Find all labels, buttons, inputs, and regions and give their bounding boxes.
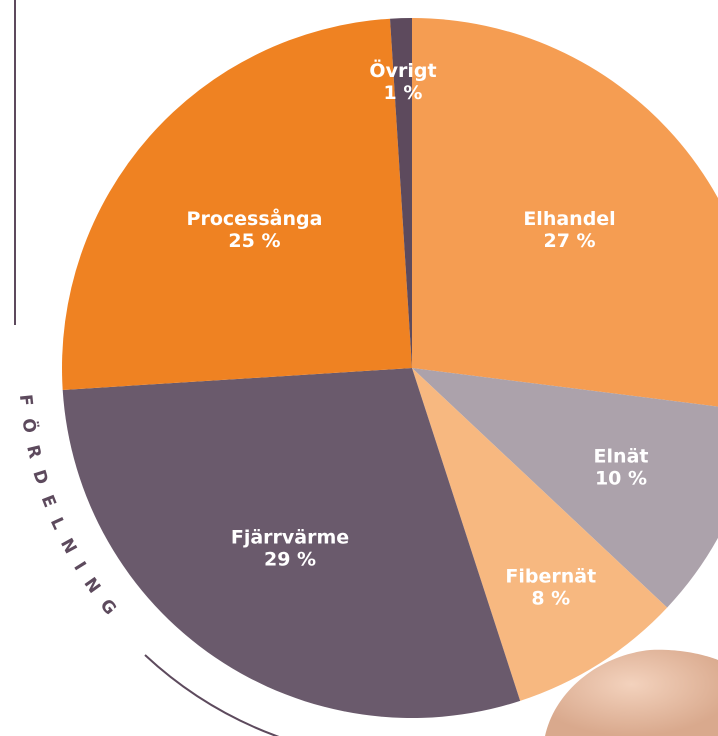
slice-value: 27 % bbox=[543, 230, 595, 252]
slice-value: 1 % bbox=[384, 82, 423, 104]
pie bbox=[61, 18, 718, 719]
pie-slice bbox=[61, 18, 412, 390]
slice-label: Fjärrvärme bbox=[231, 526, 349, 548]
slice-label: Övrigt bbox=[369, 58, 436, 82]
slice-label: Processånga bbox=[187, 206, 323, 230]
slice-value: 29 % bbox=[264, 548, 316, 570]
pie-slice bbox=[412, 368, 668, 701]
hand-decor bbox=[545, 649, 718, 736]
pie-slice bbox=[390, 18, 412, 368]
slice-value: 25 % bbox=[228, 230, 280, 252]
slice-value: 10 % bbox=[595, 467, 647, 489]
slice-label: Elhandel bbox=[523, 208, 615, 230]
decor-arc bbox=[144, 654, 280, 736]
slice-value: 8 % bbox=[531, 588, 570, 610]
slice-label: Fibernät bbox=[505, 566, 596, 588]
pie-slice bbox=[62, 368, 521, 719]
pie-slice bbox=[412, 18, 718, 407]
slice-label: Elnät bbox=[594, 445, 649, 467]
pie-slice bbox=[412, 368, 718, 608]
